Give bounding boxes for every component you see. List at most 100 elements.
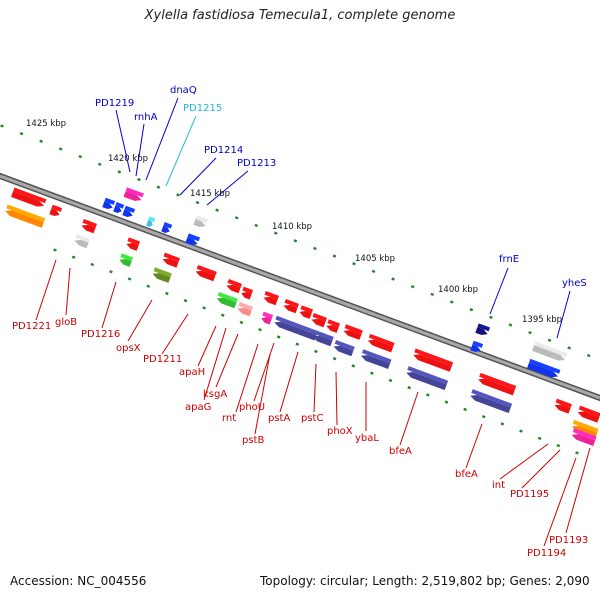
kbp-label: 1405 kbp bbox=[355, 254, 395, 264]
forward-gene-9-face bbox=[185, 237, 198, 246]
reverse-gene-11-top bbox=[238, 302, 253, 311]
forward-gene-4 bbox=[122, 205, 136, 217]
forward-gene-8-face bbox=[193, 219, 206, 228]
leader-line bbox=[206, 170, 249, 206]
scale-tick bbox=[567, 346, 571, 350]
reverse-gene-18-top bbox=[344, 324, 363, 335]
reverse-gene-label: PD1195 bbox=[510, 489, 549, 500]
kbp-label: 1415 kbp bbox=[190, 189, 230, 199]
scale-tick bbox=[254, 223, 259, 228]
scale-tick bbox=[117, 170, 122, 174]
leader-line bbox=[279, 351, 299, 413]
reverse-gene-17-face bbox=[326, 324, 339, 333]
reverse-tick bbox=[53, 248, 57, 252]
reverse-gene-24-top bbox=[414, 348, 454, 367]
reverse-gene-24-face bbox=[413, 354, 452, 372]
forward-gene-6-top bbox=[148, 216, 156, 223]
reverse-gene-30-top bbox=[572, 419, 599, 433]
reverse-tick bbox=[332, 357, 337, 361]
reverse-tick bbox=[109, 270, 113, 274]
forward-gene-7 bbox=[161, 222, 173, 233]
scale-tick bbox=[410, 285, 415, 289]
accession-label: Accession: NC_004556 bbox=[10, 574, 147, 588]
genome-map: 1425 kbp 1420 kbp 1415 kbp 1410 kbp 1405 kbp… bbox=[0, 85, 600, 559]
reverse-gene-27-top bbox=[471, 389, 513, 408]
reverse-tick bbox=[351, 364, 356, 368]
forward-gene-11-face bbox=[470, 344, 481, 352]
kbp-label: 1395 kbp bbox=[522, 315, 562, 325]
reverse-gene-9 bbox=[241, 286, 254, 300]
reverse-gene-25-top bbox=[407, 366, 449, 385]
forward-gene-3 bbox=[113, 202, 125, 213]
scale-tick bbox=[430, 292, 435, 297]
leader-line bbox=[145, 97, 179, 181]
reverse-gene-14-face bbox=[283, 304, 298, 314]
reverse-tick bbox=[71, 255, 76, 259]
reverse-gene-5-top bbox=[163, 252, 180, 262]
kbp-label: 1425 kbp bbox=[26, 119, 66, 129]
reverse-gene-5-face bbox=[162, 258, 179, 268]
reverse-gene-20-face bbox=[312, 335, 333, 347]
reverse-gene-15 bbox=[299, 305, 314, 319]
reverse-gene-25 bbox=[406, 366, 449, 391]
reverse-gene-12-top bbox=[262, 311, 274, 319]
reverse-gene-1 bbox=[81, 219, 97, 234]
forward-gene-9 bbox=[185, 233, 201, 246]
reverse-gene-8 bbox=[226, 279, 242, 294]
scale-tick bbox=[352, 262, 356, 266]
forward-gene-6-face bbox=[146, 220, 153, 227]
reverse-tick bbox=[90, 262, 95, 267]
forward-gene-label: PD1214 bbox=[204, 145, 243, 156]
forward-gene-6 bbox=[146, 216, 156, 227]
forward-gene-4-top bbox=[124, 205, 136, 213]
scale-tick bbox=[137, 177, 141, 182]
reverse-gene-23-face bbox=[360, 355, 391, 370]
forward-gene-label: frnE bbox=[499, 254, 519, 265]
scale-tick bbox=[469, 307, 474, 312]
forward-gene-12 bbox=[532, 341, 568, 361]
reverse-gene-7-face bbox=[195, 270, 216, 282]
scale-tick bbox=[489, 315, 493, 319]
reverse-gene-16 bbox=[311, 313, 327, 328]
reverse-gene-6-face bbox=[152, 273, 171, 283]
forward-gene-label: PD1215 bbox=[183, 103, 222, 114]
reverse-gene-0-face bbox=[5, 210, 44, 228]
reverse-gene-28-top bbox=[555, 398, 572, 408]
leader-line bbox=[235, 343, 259, 413]
reverse-gene-31 bbox=[571, 428, 597, 446]
forward-gene-0-face bbox=[11, 191, 44, 207]
scale-tick bbox=[547, 338, 552, 342]
reverse-gene-label: gloB bbox=[55, 317, 77, 328]
reverse-gene-14-top bbox=[284, 299, 299, 308]
forward-gene-10-top bbox=[477, 323, 491, 332]
reverse-gene-24 bbox=[413, 348, 454, 372]
reverse-gene-label: apaH bbox=[179, 367, 205, 378]
reverse-gene-label: PD1211 bbox=[143, 354, 182, 365]
kbp-label: 1400 kbp bbox=[438, 285, 478, 295]
forward-gene-2-face bbox=[102, 201, 113, 209]
leader-line bbox=[253, 342, 275, 402]
reverse-gene-27 bbox=[470, 389, 513, 414]
reverse-tick bbox=[537, 436, 542, 441]
reverse-gene-2 bbox=[74, 234, 90, 249]
reverse-tick bbox=[463, 407, 467, 412]
leader-line bbox=[35, 259, 57, 321]
reverse-gene-4-face bbox=[119, 258, 132, 267]
leader-line bbox=[543, 457, 577, 547]
reverse-gene-4 bbox=[119, 253, 134, 267]
forward-gene-2 bbox=[102, 197, 116, 209]
reverse-gene-29 bbox=[577, 405, 600, 423]
forward-gene-12-top bbox=[534, 341, 568, 358]
forward-gene-13 bbox=[526, 358, 561, 378]
forward-gene-11-top bbox=[472, 340, 484, 348]
reverse-tick bbox=[556, 443, 561, 448]
reverse-tick bbox=[388, 378, 393, 383]
leader-line bbox=[161, 313, 189, 355]
reverse-gene-label: apaG bbox=[185, 402, 211, 413]
forward-gene-3-face bbox=[113, 205, 122, 213]
reverse-gene-21 bbox=[333, 339, 355, 357]
reverse-tick bbox=[575, 451, 579, 455]
reverse-tick bbox=[183, 299, 188, 303]
reverse-gene-22-top bbox=[368, 333, 395, 347]
reverse-gene-label: bfeA bbox=[389, 446, 412, 457]
